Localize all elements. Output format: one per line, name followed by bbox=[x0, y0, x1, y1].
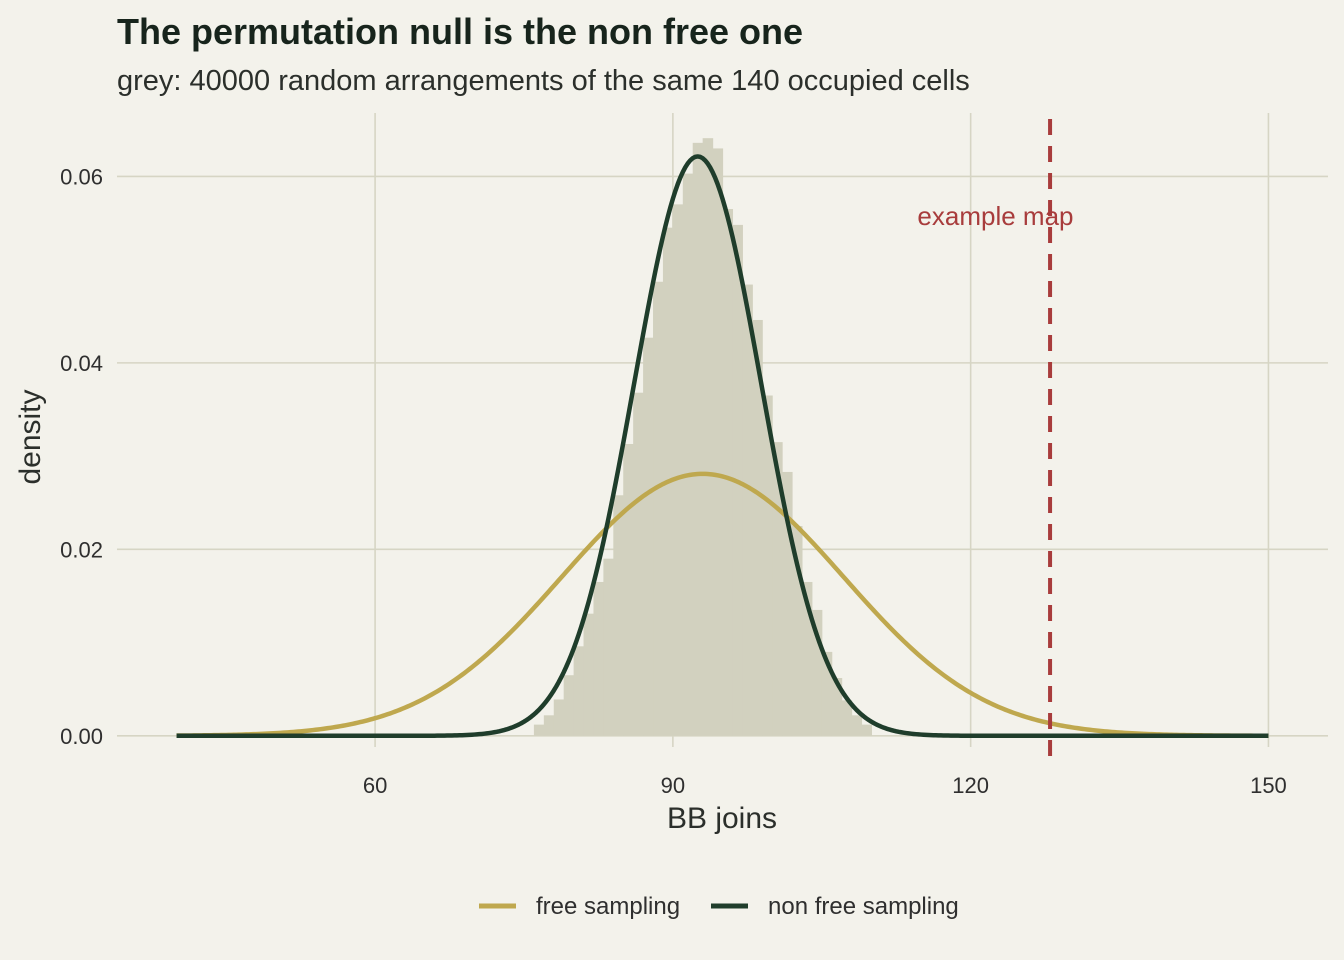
chart-subtitle: grey: 40000 random arrangements of the s… bbox=[117, 65, 970, 97]
x-tick-label: 120 bbox=[952, 773, 989, 798]
histogram-bar-2 bbox=[553, 699, 565, 736]
y-tick-label: 0.04 bbox=[60, 351, 103, 376]
histogram-bar-22 bbox=[752, 319, 763, 736]
histogram-bar-18 bbox=[712, 148, 724, 736]
histogram-bar-5 bbox=[583, 613, 595, 736]
histogram-bar-10 bbox=[633, 392, 644, 736]
histogram-bar-15 bbox=[682, 173, 694, 736]
density-curves bbox=[176, 154, 1269, 739]
histogram-bar-11 bbox=[643, 337, 654, 736]
reference-line-label: example map bbox=[917, 201, 1073, 231]
histogram-bar-31 bbox=[841, 700, 853, 736]
histogram-bar-30 bbox=[831, 678, 843, 736]
y-tick-label: 0.06 bbox=[60, 164, 103, 189]
histogram-bar-21 bbox=[742, 284, 753, 736]
histogram-bar-1 bbox=[543, 715, 555, 736]
histogram-bar-3 bbox=[563, 675, 575, 736]
histogram-bar-14 bbox=[672, 204, 684, 736]
histogram-bar-0 bbox=[533, 724, 545, 736]
x-tick-labels: 60 90 120 150 bbox=[363, 773, 1287, 798]
histogram-bar-27 bbox=[801, 581, 813, 736]
y-tick-label: 0.00 bbox=[60, 724, 103, 749]
histogram-bar-24 bbox=[772, 442, 783, 736]
histogram-bar-33 bbox=[861, 724, 872, 736]
histogram-bar-25 bbox=[782, 471, 793, 736]
histogram-bar-16 bbox=[692, 142, 704, 736]
density-curve-1 bbox=[176, 154, 1269, 739]
y-axis-title: density bbox=[14, 389, 47, 484]
histogram-bar-28 bbox=[811, 609, 823, 736]
y-tick-label: 0.02 bbox=[60, 537, 103, 562]
histogram-bar-29 bbox=[821, 651, 833, 736]
histogram-bar-26 bbox=[791, 526, 803, 736]
histogram-bar-17 bbox=[702, 138, 714, 736]
histogram-bar-32 bbox=[851, 715, 863, 736]
x-tick-label: 60 bbox=[363, 773, 387, 798]
histogram-bar-6 bbox=[593, 581, 604, 736]
histogram-bar-12 bbox=[653, 281, 664, 736]
annotations: example map bbox=[917, 119, 1074, 759]
legend-label-1: non free sampling bbox=[768, 893, 959, 920]
x-axis-title: BB joins bbox=[667, 802, 777, 835]
y-tick-labels: 0.00 0.02 0.04 0.06 bbox=[60, 164, 103, 748]
chart-title: The permutation null is the non free one bbox=[117, 11, 803, 52]
histogram-bar-19 bbox=[722, 209, 734, 736]
legend: free sampling non free sampling bbox=[479, 893, 959, 920]
histogram-bar-9 bbox=[623, 443, 634, 736]
histogram-bar-8 bbox=[613, 495, 624, 736]
x-tick-label: 90 bbox=[661, 773, 685, 798]
histogram-bar-23 bbox=[762, 395, 773, 736]
legend-label-0: free sampling bbox=[536, 893, 680, 920]
density-curve-0 bbox=[176, 471, 1269, 738]
x-tick-label: 150 bbox=[1250, 773, 1287, 798]
histogram-bar-4 bbox=[573, 646, 585, 736]
histogram-bar-7 bbox=[603, 558, 614, 736]
